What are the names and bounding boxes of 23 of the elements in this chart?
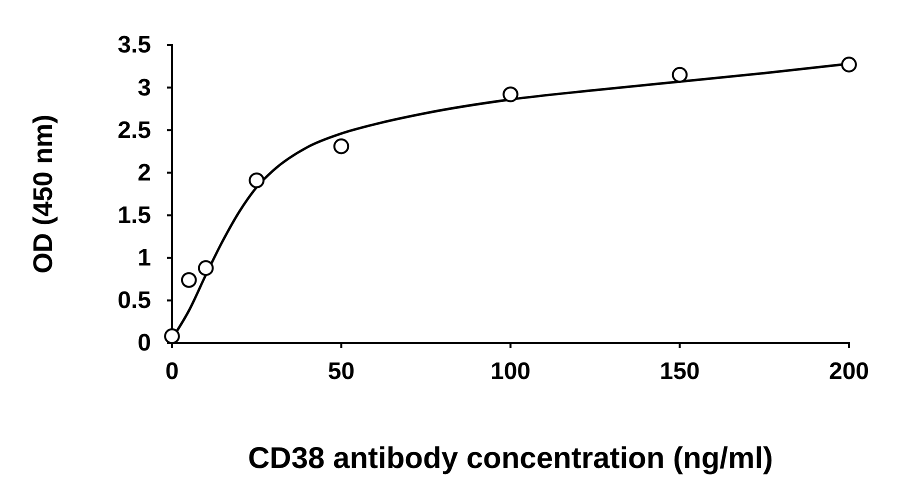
y-axis-title: OD (450 nm) xyxy=(28,114,58,274)
y-tick-label: 2 xyxy=(138,159,151,186)
point xyxy=(333,138,350,154)
x-tick-label: 200 xyxy=(828,358,870,386)
x-tick-label: 0 xyxy=(165,358,179,386)
point xyxy=(841,56,857,72)
point xyxy=(198,260,214,276)
y-tick-label: 3 xyxy=(138,74,151,102)
point xyxy=(672,66,688,83)
x-tick-label: 100 xyxy=(490,358,531,386)
y-tick-label: 2.5 xyxy=(118,116,151,144)
point xyxy=(248,172,265,188)
y-tick-label: 0.5 xyxy=(118,287,151,314)
point xyxy=(502,86,518,102)
x-axis-title: CD38 antibody concentration (ng/ml) xyxy=(248,442,774,475)
point xyxy=(164,328,180,344)
y-tick-label: 0 xyxy=(138,330,151,357)
x-tick-label: 150 xyxy=(660,358,700,386)
x-tick-label: 50 xyxy=(328,358,355,386)
y-tick-label: 1 xyxy=(138,244,151,272)
point xyxy=(181,272,197,288)
y-tick-label: 3.5 xyxy=(118,32,151,59)
y-tick-label: 1.5 xyxy=(118,202,151,229)
